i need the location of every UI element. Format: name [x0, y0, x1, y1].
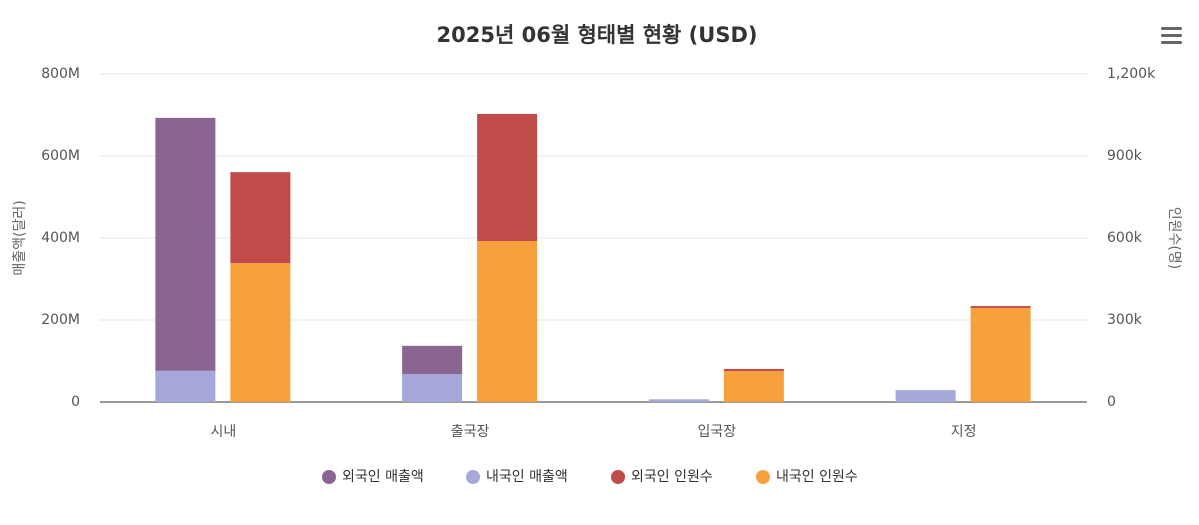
y-axis-title: 매출액(달러)	[12, 200, 28, 275]
legend-label[interactable]: 내국인 매출액	[486, 469, 568, 485]
y2-tick-label: 600k	[1107, 230, 1143, 246]
legend-label[interactable]: 외국인 인원수	[631, 469, 713, 485]
y-tick-label: 200M	[41, 312, 80, 328]
legend-marker[interactable]	[466, 470, 480, 484]
legend-marker[interactable]	[322, 470, 336, 484]
legend-marker[interactable]	[611, 470, 625, 484]
x-tick-label: 시내	[210, 424, 236, 440]
bar	[724, 369, 784, 371]
bar	[402, 346, 462, 374]
bar	[155, 371, 215, 402]
menu-line	[1161, 34, 1182, 37]
x-tick-label: 지정	[951, 424, 977, 440]
menu-line	[1161, 27, 1182, 30]
x-tick-label: 입국장	[698, 424, 737, 440]
bar	[155, 118, 215, 371]
y2-axis-title: 인원수(명)	[1166, 207, 1182, 269]
bar	[477, 114, 537, 241]
legend-label[interactable]: 외국인 매출액	[342, 469, 424, 485]
bar	[724, 371, 784, 402]
bar	[971, 306, 1031, 308]
menu-button[interactable]	[1161, 27, 1182, 44]
x-tick-label: 출국장	[451, 424, 490, 440]
y-tick-label: 800M	[41, 66, 80, 82]
bar	[230, 263, 290, 402]
y2-tick-label: 900k	[1107, 148, 1143, 164]
y-tick-label: 400M	[41, 230, 80, 246]
bar	[402, 374, 462, 402]
y2-tick-label: 300k	[1107, 312, 1143, 328]
legend-label[interactable]: 내국인 인원수	[776, 469, 858, 485]
bar	[477, 241, 537, 402]
bar	[896, 390, 956, 402]
y-tick-label: 600M	[41, 148, 80, 164]
menu-line	[1161, 41, 1182, 44]
bar	[649, 400, 709, 402]
y-tick-label: 0	[71, 394, 80, 410]
bar	[971, 308, 1031, 402]
y2-tick-label: 0	[1107, 394, 1116, 410]
bar	[230, 172, 290, 263]
y2-tick-label: 1,200k	[1107, 66, 1156, 82]
chart-title: 2025년 06월 형태별 현황 (USD)	[437, 23, 758, 47]
legend-marker[interactable]	[756, 470, 770, 484]
